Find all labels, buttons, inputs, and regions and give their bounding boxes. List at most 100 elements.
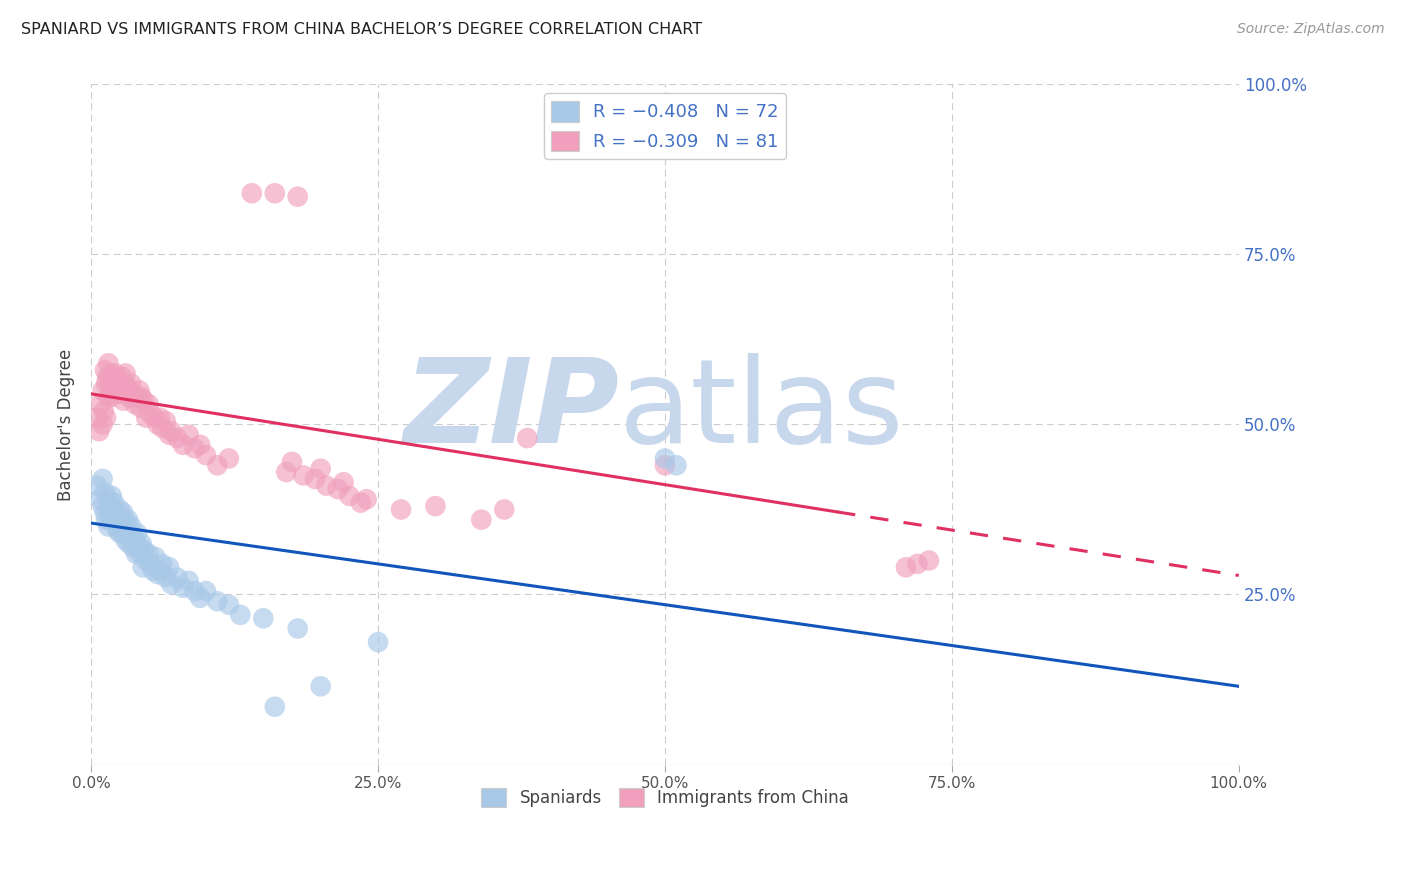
Point — [124, 397, 146, 411]
Point — [240, 186, 263, 201]
Point — [101, 513, 124, 527]
Point — [654, 451, 676, 466]
Point — [918, 553, 941, 567]
Point — [135, 553, 157, 567]
Point — [107, 384, 129, 398]
Point — [142, 564, 165, 578]
Point — [112, 393, 135, 408]
Point — [94, 363, 117, 377]
Point — [91, 472, 114, 486]
Point — [105, 519, 128, 533]
Point — [94, 506, 117, 520]
Point — [389, 502, 412, 516]
Point — [172, 581, 194, 595]
Point — [367, 635, 389, 649]
Point — [107, 516, 129, 530]
Point — [115, 523, 138, 537]
Point — [120, 526, 142, 541]
Point — [132, 560, 155, 574]
Point — [337, 489, 360, 503]
Point — [112, 506, 135, 520]
Point — [139, 407, 162, 421]
Point — [94, 485, 117, 500]
Point — [100, 367, 122, 381]
Text: atlas: atlas — [619, 353, 904, 468]
Point — [114, 380, 136, 394]
Text: Source: ZipAtlas.com: Source: ZipAtlas.com — [1237, 22, 1385, 37]
Point — [101, 380, 124, 394]
Point — [86, 478, 108, 492]
Point — [287, 622, 309, 636]
Point — [150, 557, 173, 571]
Point — [654, 458, 676, 473]
Point — [101, 502, 124, 516]
Point — [129, 401, 152, 415]
Point — [194, 584, 217, 599]
Point — [138, 397, 160, 411]
Point — [94, 410, 117, 425]
Point — [177, 574, 200, 588]
Point — [97, 390, 120, 404]
Point — [120, 376, 142, 391]
Point — [97, 492, 120, 507]
Point — [166, 570, 188, 584]
Point — [101, 376, 124, 391]
Point — [125, 526, 148, 541]
Point — [112, 526, 135, 541]
Point — [304, 472, 326, 486]
Point — [111, 370, 134, 384]
Point — [118, 390, 141, 404]
Point — [91, 417, 114, 432]
Point — [157, 560, 180, 574]
Point — [117, 513, 139, 527]
Point — [94, 513, 117, 527]
Point — [218, 451, 240, 466]
Point — [131, 390, 153, 404]
Point — [89, 424, 111, 438]
Point — [218, 598, 240, 612]
Point — [111, 513, 134, 527]
Point — [516, 431, 538, 445]
Point — [124, 533, 146, 547]
Point — [160, 424, 183, 438]
Text: ZIP: ZIP — [404, 353, 619, 468]
Point — [138, 547, 160, 561]
Point — [276, 465, 298, 479]
Point — [665, 458, 688, 473]
Y-axis label: Bachelor's Degree: Bachelor's Degree — [58, 349, 75, 500]
Point — [129, 547, 152, 561]
Point — [292, 468, 315, 483]
Point — [135, 410, 157, 425]
Point — [172, 438, 194, 452]
Point — [132, 543, 155, 558]
Point — [114, 533, 136, 547]
Point — [114, 516, 136, 530]
Point — [907, 557, 929, 571]
Point — [143, 410, 166, 425]
Point — [103, 370, 125, 384]
Point — [150, 421, 173, 435]
Point — [131, 536, 153, 550]
Point — [114, 367, 136, 381]
Point — [894, 560, 917, 574]
Point — [108, 373, 131, 387]
Point — [98, 499, 121, 513]
Point — [155, 570, 177, 584]
Point — [356, 492, 378, 507]
Point — [120, 519, 142, 533]
Point — [149, 410, 172, 425]
Point — [93, 404, 115, 418]
Point — [91, 499, 114, 513]
Point — [121, 540, 143, 554]
Point — [115, 387, 138, 401]
Point — [104, 506, 127, 520]
Point — [103, 516, 125, 530]
Point — [229, 607, 252, 622]
Point — [122, 530, 145, 544]
Point — [207, 458, 229, 473]
Point — [155, 414, 177, 428]
Point — [309, 461, 332, 475]
Point — [86, 410, 108, 425]
Point — [263, 186, 285, 201]
Point — [128, 540, 150, 554]
